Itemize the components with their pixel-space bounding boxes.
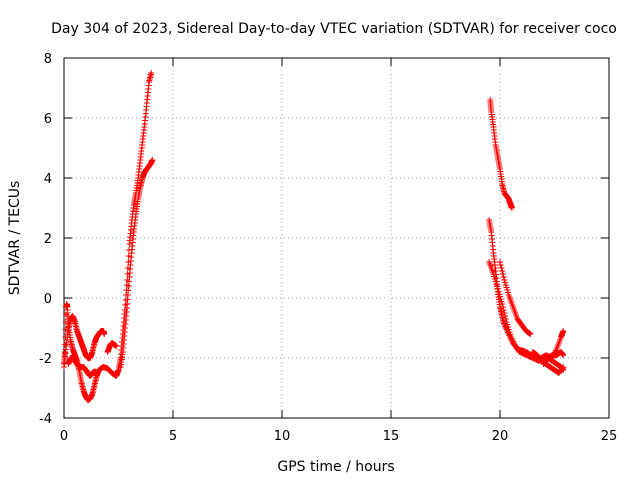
x-tick-label: 25 xyxy=(601,429,618,444)
data-point-marker xyxy=(499,268,506,274)
data-point-marker xyxy=(527,331,534,337)
y-tick-label: 4 xyxy=(44,172,52,187)
data-point-marker xyxy=(499,301,506,307)
y-tick-label: 6 xyxy=(44,112,52,127)
data-point-marker xyxy=(497,262,504,268)
x-tick-label: 0 xyxy=(60,429,68,444)
data-point-marker xyxy=(500,274,507,280)
data-point-marker xyxy=(113,343,120,349)
x-tick-label: 15 xyxy=(383,429,400,444)
x-tick-label: 10 xyxy=(274,429,291,444)
data-point-marker xyxy=(149,157,156,163)
y-axis-tick-labels: -4 -2 0 2 4 6 8 xyxy=(39,52,52,427)
data-point-marker xyxy=(498,265,505,271)
data-point-marker xyxy=(93,370,100,376)
y-tick-label: -2 xyxy=(39,352,52,367)
data-point-marker xyxy=(502,313,509,319)
y-tick-label: 0 xyxy=(44,292,52,307)
axis-ticks xyxy=(63,57,610,419)
data-point-marker xyxy=(148,70,155,76)
y-axis-label: SDTVAR / TECUs xyxy=(7,181,23,296)
data-point-marker xyxy=(560,328,567,334)
data-point-marker xyxy=(500,307,507,313)
data-point-marker xyxy=(499,271,506,277)
data-point-marker xyxy=(497,259,503,265)
y-tick-label: -4 xyxy=(39,412,52,427)
data-point-marker xyxy=(501,310,508,316)
x-axis-label: GPS time / hours xyxy=(277,459,394,475)
data-point-marker xyxy=(509,205,515,211)
x-axis-tick-labels: 0 5 10 15 20 25 xyxy=(60,429,617,444)
chart-title: Day 304 of 2023, Sidereal Day-to-day VTE… xyxy=(51,21,617,37)
data-point-marker xyxy=(560,352,567,358)
x-tick-label: 20 xyxy=(492,429,509,444)
data-point-marker xyxy=(502,316,509,322)
x-tick-label: 5 xyxy=(169,429,177,444)
data-points xyxy=(61,70,567,403)
data-point-marker xyxy=(559,365,566,371)
y-tick-label: 8 xyxy=(44,52,52,67)
data-point-marker xyxy=(101,331,108,337)
data-point-marker xyxy=(499,304,506,310)
data-point-marker xyxy=(560,364,567,370)
grid-lines xyxy=(64,58,609,418)
y-tick-label: 2 xyxy=(44,232,52,247)
